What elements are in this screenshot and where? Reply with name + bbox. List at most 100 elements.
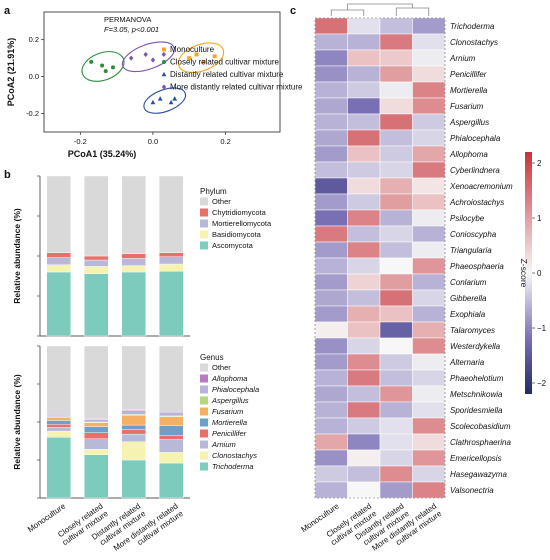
heatmap-cell: [314, 305, 348, 323]
bar-segment-other: [46, 175, 71, 254]
bar-segment-other: [159, 175, 184, 254]
heatmap-row-label: Phaeohelotium: [450, 374, 504, 383]
genus-legend-swatch-other: [200, 363, 208, 372]
pcoa-panel: -0.2 0.0 0.2 -0.2 0.0 0.2 PCoA1 (35.24%) PCoA2 …: [6, 11, 303, 159]
genus-legend-label: Phialocephala: [212, 385, 259, 394]
heatmap-cell: [412, 177, 446, 195]
bar-segment-arnium: [46, 427, 71, 432]
phylum-legend-label: Mortierellomycota: [212, 219, 272, 228]
bar-segment-arnium: [84, 438, 109, 450]
pcoa-point-monoculture: [212, 54, 217, 59]
heatmap-cell: [412, 465, 446, 483]
pcoa-x-tick-label: -0.2: [74, 137, 87, 146]
heatmap-cell: [314, 81, 348, 99]
pcoa-y-tick-label: 0.2: [29, 35, 39, 44]
heatmap-cell: [314, 161, 348, 179]
bar-segment-mortierella: [46, 420, 71, 425]
phylum-legend-label: Basidiomycota: [212, 230, 262, 239]
heatmap-cell: [314, 225, 348, 243]
heatmap-cell: [347, 465, 381, 483]
heatmap-row-label: Clonostachys: [450, 38, 498, 47]
pcoa-ellipse-monoculture: [177, 42, 225, 74]
heatmap-cell: [379, 161, 413, 179]
bar-segment-ascomycota: [84, 273, 109, 337]
heatmap-cell: [314, 433, 348, 451]
heatmap-row-label: Metschnikowia: [450, 390, 503, 399]
genus-legend-label: Penicillifer: [212, 429, 247, 438]
bar-segment-other: [46, 345, 71, 415]
bar-segment-chytridiomycota: [121, 253, 146, 259]
heatmap-cell: [379, 433, 413, 451]
heatmap-row-label: Sporidesmiella: [450, 406, 503, 415]
phylum-legend-swatch-ascomycota: [200, 241, 208, 250]
bar-segment-basidiomycota: [84, 266, 109, 274]
heatmap-cell: [379, 209, 413, 227]
bar-segment-chytridiomycota: [84, 255, 109, 261]
bar-segment-basidiomycota: [121, 265, 146, 273]
pcoa-legend-label: Monoculture: [170, 45, 215, 54]
heatmap-row-label: Fusarium: [450, 102, 484, 111]
heatmap-cell: [314, 129, 348, 147]
permanova-stats: F=3.05, p<0.001: [104, 25, 159, 34]
heatmap-cell: [347, 449, 381, 467]
heatmap-cell: [412, 385, 446, 403]
heatmap-cell: [314, 401, 348, 419]
panel-label-a: a: [4, 5, 11, 17]
heatmap-cell: [412, 401, 446, 419]
genus-legend-label: Clonostachys: [212, 451, 257, 460]
heatmap-row-label: Conioscypha: [450, 230, 497, 239]
heatmap-row-label: Valsonectria: [450, 486, 494, 495]
bar-segment-other: [84, 175, 109, 257]
heatmap-cell: [347, 401, 381, 419]
pcoa-x-axis-label: PCoA1 (35.24%): [68, 149, 137, 159]
pcoa-point-more-distantly-related-cultivar-mixture: [128, 55, 134, 61]
heatmap-cell: [347, 305, 381, 323]
heatmap-cell: [412, 369, 446, 387]
heatmap-cell: [347, 433, 381, 451]
bar-segment-arnium: [121, 433, 146, 442]
heatmap-cell: [379, 401, 413, 419]
heatmap-cell: [347, 177, 381, 195]
heatmap-frame: [314, 17, 446, 499]
heatmap-cell: [379, 81, 413, 99]
heatmap-cell: [412, 321, 446, 339]
heatmap-cell: [314, 241, 348, 259]
heatmap-row-label: Xenoacremonium: [449, 182, 513, 191]
heatmap-cell: [412, 241, 446, 259]
heatmap-cell: [412, 225, 446, 243]
heatmap-row-label: Alternaria: [449, 358, 485, 367]
bar-segment-penicillifer: [84, 432, 109, 439]
pcoa-y-tick-label: 0.0: [29, 72, 39, 81]
heatmap-row-label: Triangularia: [450, 246, 492, 255]
heatmap-cell: [379, 193, 413, 211]
heatmap-row-label: Scolecobasidium: [450, 422, 511, 431]
bar-segment-ascomycota: [121, 271, 146, 337]
dendrogram-branch: [395, 7, 430, 16]
phylum-legend-swatch-mortierellomycota: [200, 219, 208, 228]
heatmap-cell: [347, 65, 381, 83]
heatmap-cell: [412, 97, 446, 115]
heatmap-row-label: Psilocybe: [450, 214, 485, 223]
heatmap-cell: [314, 481, 348, 499]
heatmap-cell: [412, 33, 446, 51]
bar-segment-ascomycota: [46, 271, 71, 337]
phylum-legend-swatch-other: [200, 197, 208, 206]
genus-legend-swatch-arnium: [200, 440, 208, 449]
bar-segment-ascomycota: [159, 271, 184, 337]
heatmap-cell: [412, 353, 446, 371]
colorbar-tick-label: −2: [537, 379, 547, 388]
heatmap-cell: [347, 257, 381, 275]
heatmap-row-label: Achroiostachys: [449, 198, 504, 207]
heatmap-cell: [379, 385, 413, 403]
bar-segment-clonostachys: [84, 449, 109, 455]
colorbar-tick-label: 2: [537, 159, 542, 168]
heatmap-cell: [347, 49, 381, 67]
dendrogram-branch: [330, 9, 365, 16]
heatmap-cell: [412, 481, 446, 499]
heatmap-cell: [347, 321, 381, 339]
heatmap-cell: [379, 257, 413, 275]
genus-legend-swatch-phialocephala: [200, 385, 208, 394]
phylum-legend-label: Chytridiomycota: [212, 208, 267, 217]
colorbar-tick-label: 1: [537, 214, 542, 223]
